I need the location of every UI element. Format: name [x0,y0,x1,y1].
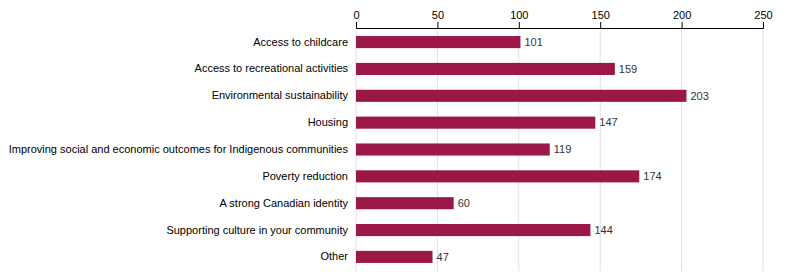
x-tick: 200 [673,9,691,28]
x-tick: 250 [754,9,772,28]
bar [356,170,639,182]
value-label: 174 [643,170,661,182]
bar [356,224,590,236]
bar [356,143,550,155]
bar [356,36,520,48]
category-label: Other [320,250,348,262]
x-tick-mark [519,22,520,28]
value-label: 47 [437,251,449,263]
y-tick: Improving social and economic outcomes f… [9,143,349,155]
x-tick-label: 250 [754,9,772,21]
y-tick: Access to childcare [253,36,348,48]
x-tick: 100 [510,9,528,28]
grid [356,28,763,271]
plot-root: 0 50 100 150 200 250 Other Supporting culture i… [9,9,773,271]
category-label: Housing [308,116,348,128]
x-tick-mark [600,22,601,28]
x-tick-mark [356,22,357,28]
bar [356,197,454,209]
x-tick-label: 100 [510,9,528,21]
bar [356,117,595,129]
y-tick: Environmental sustainability [212,89,349,101]
x-tick-label: 0 [353,9,359,21]
value-label: 203 [690,90,708,102]
bar [356,63,615,75]
category-label: Supporting culture in your community [166,224,348,236]
chart-container: 0 50 100 150 200 250 Other Supporting culture i… [0,0,793,279]
bar [356,251,433,263]
value-label: 159 [619,63,637,75]
x-tick: 0 [353,9,359,28]
value-label: 60 [458,197,470,209]
y-tick: Access to recreational activities [195,62,349,74]
category-label: A strong Canadian identity [220,197,349,209]
bars [356,36,686,263]
grid-line [681,28,682,271]
value-label: 144 [594,224,612,236]
x-tick: 150 [592,9,610,28]
x-tick: 50 [432,9,444,28]
category-label: Access to recreational activities [195,62,349,74]
y-tick: Supporting culture in your community [166,224,348,236]
x-tick-mark [437,22,438,28]
y-axis: Other Supporting culture in your communit… [9,36,349,263]
x-tick-label: 200 [673,9,691,21]
bar [356,90,686,102]
x-tick-mark [763,22,764,28]
category-label: Access to childcare [253,36,348,48]
value-label: 101 [524,36,542,48]
x-tick-label: 50 [432,9,444,21]
y-tick: Other [320,250,348,262]
y-tick: Poverty reduction [262,170,348,182]
grid-line [763,28,764,271]
y-tick: A strong Canadian identity [220,197,349,209]
value-label: 119 [554,143,572,155]
x-tick-mark [682,22,683,28]
x-axis: 0 50 100 150 200 250 [353,9,772,29]
value-labels: 47 144 60 174 119 147 203 159 101 [437,36,709,263]
y-tick: Housing [308,116,348,128]
category-label: Improving social and economic outcomes f… [9,143,349,155]
x-tick-label: 150 [592,9,610,21]
category-label: Environmental sustainability [212,89,349,101]
category-label: Poverty reduction [262,170,348,182]
chart-svg: 0 50 100 150 200 250 Other Supporting culture i… [0,0,793,279]
x-axis-line [357,22,764,29]
value-label: 147 [599,116,617,128]
